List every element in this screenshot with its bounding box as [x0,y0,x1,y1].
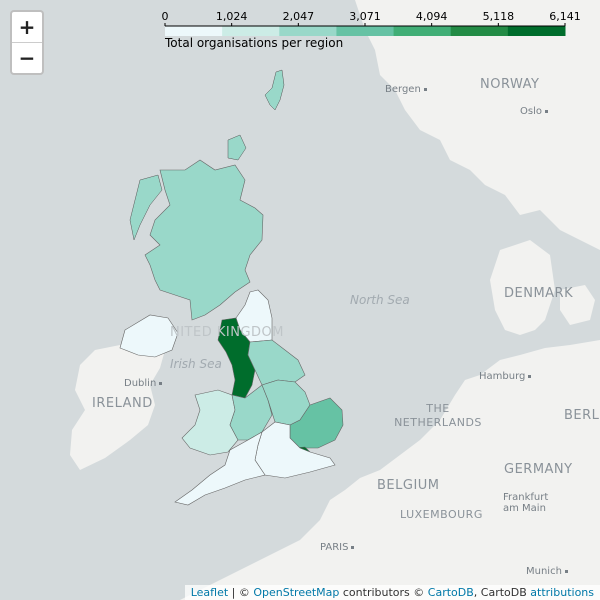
label-united-kingdom: NITED KINGDOM [170,325,284,340]
zoom-out-button[interactable]: − [12,42,42,73]
leaflet-link[interactable]: Leaflet [190,586,229,599]
map-attribution: Leaflet | © OpenStreetMap contributors ©… [184,585,600,600]
legend-tick-label: 5,118 [482,10,515,23]
legend-swatch [222,26,280,36]
legend-tick-label: 1,024 [215,10,248,23]
label-berlin: BERLIN [564,408,600,423]
legend-tick-label: 6,141 [549,10,581,23]
legend-swatch [507,26,566,36]
land-denmark [490,240,555,335]
label-bergen: Bergen [385,84,430,95]
label-north-sea: North Sea [350,293,410,307]
legend-tick-label: 2,047 [282,10,315,23]
label-bergen-text: Bergen [385,84,421,95]
label-paris: PARIS [320,542,357,553]
label-norway: NORWAY [480,77,540,92]
label-luxembourg: LUXEMBOURG [400,508,483,521]
land-shetland [264,69,285,111]
label-belgium: BELGIUM [377,478,440,493]
zoom-control: + − [10,10,44,75]
legend-caption: Total organisations per region [165,36,344,50]
color-legend: 0 1,024 2,047 3,071 4,094 5,118 6,141 Total or… [160,0,581,60]
label-hamburg-text: Hamburg [479,371,526,382]
legend-tick-label: 0 [161,10,169,23]
label-dublin: Dublin [124,378,165,389]
label-oslo: Oslo [520,106,551,117]
label-munich: Munich [526,566,571,577]
land-orkney [227,134,247,161]
attribution-sep: | © [228,586,254,599]
label-germany: GERMANY [504,462,573,477]
legend-swatch [393,26,452,36]
label-oslo-text: Oslo [520,106,542,117]
region-northern-ireland[interactable]: Northern Ireland [119,314,179,358]
label-dublin-text: Dublin [124,378,157,389]
land-hebrides [129,174,163,241]
label-irish-sea: Irish Sea [170,357,222,371]
legend-tick-label: 3,071 [349,10,381,23]
region-north-west[interactable]: North West [217,317,256,399]
legend-tick-label: 4,094 [415,10,448,23]
attributions-link[interactable]: attributions [530,586,594,599]
land-denmark-isles [560,285,595,325]
attribution-carto2: , CartoDB [473,586,531,599]
attribution-contrib: contributors © [339,586,428,599]
label-denmark: DENMARK [504,286,574,301]
legend-swatch [336,26,395,36]
legend-swatch [165,26,223,36]
zoom-in-button[interactable]: + [18,15,36,39]
land-continent [180,340,600,600]
label-frankfurt: Frankfurt am Main [503,492,549,514]
cartodb-link[interactable]: CartoDB [427,586,474,599]
legend-swatch [450,26,509,36]
region-south-west[interactable]: South West [174,431,266,506]
label-munich-text: Munich [526,566,562,577]
land-ireland [70,335,165,470]
osm-link[interactable]: OpenStreetMap [253,586,340,599]
legend-swatch [279,26,337,36]
label-ireland: IRELAND [92,396,153,411]
region-scotland[interactable]: Scotland [144,159,264,321]
label-hamburg: Hamburg [479,371,534,382]
label-paris-text: PARIS [320,542,349,553]
land-scandinavia [355,0,600,250]
label-netherlands: THE NETHERLANDS [394,402,482,429]
